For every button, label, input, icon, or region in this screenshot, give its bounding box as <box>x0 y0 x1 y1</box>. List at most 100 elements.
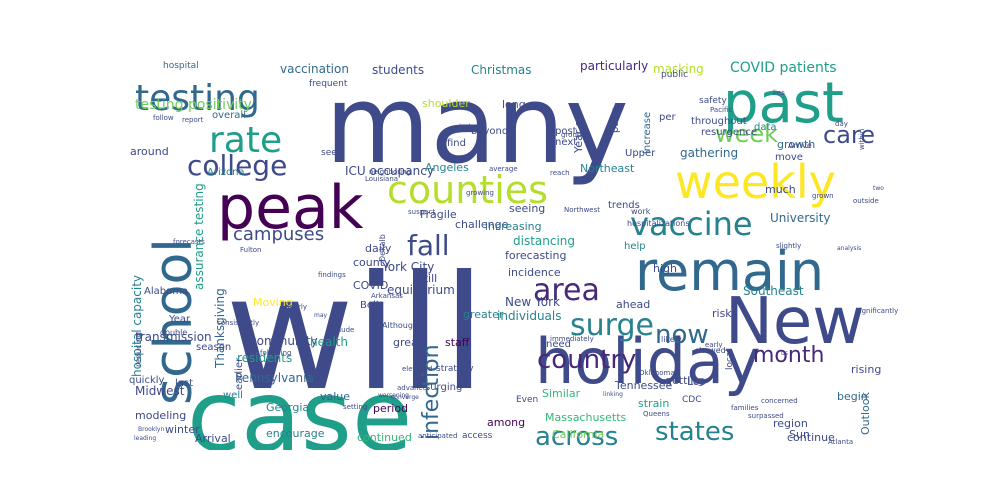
word-lies: lies <box>773 89 785 97</box>
word-growth: growth <box>777 138 815 151</box>
word-health: health <box>310 335 348 349</box>
word-move: move <box>775 152 803 163</box>
word-public: public <box>661 70 688 80</box>
word-immediately: immediately <box>550 335 594 343</box>
word-converge: converge <box>391 394 419 401</box>
word-quickly: quickly <box>129 375 165 386</box>
word-tennessee: Tennessee <box>614 379 673 392</box>
word-two: two <box>873 185 884 192</box>
word-similar: Similar <box>542 387 581 400</box>
word-access: access <box>462 431 493 441</box>
word-viral: viral <box>455 123 470 131</box>
word-hospital: hospital <box>163 61 199 71</box>
word-around: around <box>130 145 169 158</box>
word-states: states <box>655 417 734 447</box>
word-distancing: distancing <box>513 234 575 248</box>
word-equilibrium: equilibrium <box>387 283 455 297</box>
word-country: country <box>537 345 636 375</box>
word-county: county <box>353 256 391 269</box>
word-per: per <box>659 112 677 123</box>
word-region: region <box>773 417 808 430</box>
word-many: many <box>325 63 629 188</box>
word-although: Although <box>382 321 418 330</box>
word-year-s: Year s <box>572 120 585 154</box>
word-data: data <box>754 122 777 133</box>
word-following: following <box>260 349 291 357</box>
word-report: report <box>182 116 204 124</box>
word-worsening: worsening <box>378 392 409 399</box>
word-us: us <box>781 350 788 357</box>
word-period: period <box>373 402 408 415</box>
word-moving: Moving <box>253 296 293 309</box>
word-linking: linking <box>603 391 623 398</box>
word-daily: daily <box>365 242 392 255</box>
word-southeast: Southeast <box>743 284 804 298</box>
word-begin: begin <box>837 390 868 403</box>
word-neighboring: neighboring <box>369 168 411 176</box>
word-university: University <box>770 211 831 225</box>
word-much: much <box>765 183 796 196</box>
word-gathering: gathering <box>680 146 738 160</box>
word-strain: strain <box>638 397 669 410</box>
word-holiday: holiday <box>535 325 761 398</box>
word-year: Year <box>168 314 191 325</box>
word-well: well <box>223 390 243 401</box>
word-high: high <box>653 262 677 275</box>
word-students: students <box>372 63 424 77</box>
word-fragile: Fragile <box>420 208 457 221</box>
word-across: across <box>535 422 618 450</box>
word-arkansas: Arkansas <box>371 292 403 300</box>
word-modeling: modeling <box>135 409 186 422</box>
word-arrival: Arrival <box>195 432 231 445</box>
word-christmas: Christmas <box>471 63 532 77</box>
word-northwest: Northwest <box>564 206 600 214</box>
word-slightly: slightly <box>776 242 801 250</box>
word-findings: findings <box>318 271 346 279</box>
word-continued: continued <box>357 431 412 444</box>
word-parts: parts <box>610 107 621 133</box>
word-hospitalizations: hospitalizations <box>627 219 690 228</box>
word-bell: Bell <box>360 300 379 311</box>
word-showed: showed <box>695 346 726 355</box>
word-residents: residents <box>237 351 292 365</box>
word-need: need <box>546 339 571 350</box>
word-york-city: York City <box>381 260 434 274</box>
word-remain: remain <box>635 240 824 303</box>
word-strategy: strategy <box>436 364 474 374</box>
word-northeast: Northeast <box>580 162 635 175</box>
word-icu-occupancy: ICU occupancy <box>345 164 434 178</box>
word-growing: growing <box>466 189 494 197</box>
word-day: day <box>835 120 848 128</box>
word-local: local <box>725 349 735 370</box>
word-find: find <box>447 138 466 149</box>
word-analysis: analysis <box>837 245 861 252</box>
word-transmission: transmission <box>135 330 212 344</box>
word-winter: winter <box>165 423 200 436</box>
word-setting: setting <box>343 403 367 411</box>
word-anticipated: anticipated <box>418 432 457 440</box>
word-california: California <box>552 428 604 441</box>
word-testing: testing <box>135 78 260 119</box>
word-value: value <box>320 390 350 403</box>
word-surge: surge <box>570 308 654 343</box>
word-follow: follow <box>153 114 174 122</box>
word-likely: likely <box>661 335 682 344</box>
word-surpassed: surpassed <box>748 412 784 420</box>
word-great: great <box>393 336 423 349</box>
word-help: help <box>624 241 646 252</box>
word-rate: rate <box>209 120 282 161</box>
word-concerned: concerned <box>761 397 798 405</box>
word-within: within <box>858 129 866 150</box>
word-individuals: individuals <box>497 309 562 323</box>
word-include: include <box>329 326 354 334</box>
word-oklahoma: Oklahoma <box>639 369 675 377</box>
word-last: last <box>175 378 193 389</box>
word-community: community <box>250 334 318 348</box>
word-incidence: incidence <box>508 266 561 279</box>
word-outside: outside <box>853 197 879 205</box>
word-work: work <box>631 207 651 216</box>
word-louisiana: Louisiana <box>365 175 398 183</box>
word-surging: surging <box>425 382 462 393</box>
word-arrive: Arrive <box>788 141 812 150</box>
word-suspect: suspect <box>408 208 435 216</box>
